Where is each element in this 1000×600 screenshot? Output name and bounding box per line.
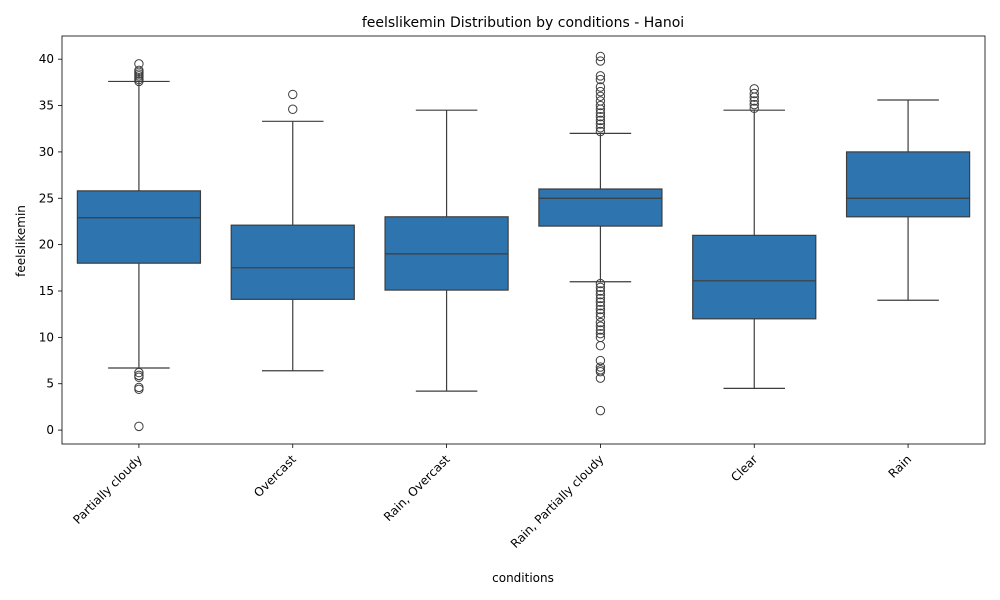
outlier-point [134, 384, 144, 394]
y-axis: 0 5 10 15 20 25 30 35 40 [39, 52, 62, 437]
box-group-2 [384, 109, 509, 392]
box-iqr [692, 234, 817, 320]
outlier-point [749, 88, 759, 99]
outlier-point [134, 59, 144, 69]
outlier-point [595, 119, 606, 129]
outlier-point [595, 362, 606, 372]
box-iqr [845, 151, 971, 218]
outlier-point [595, 278, 606, 289]
x-tick-label: Rain, Overcast [381, 452, 453, 524]
outlier-point [595, 373, 606, 383]
outlier-point [595, 82, 606, 92]
outlier-point [595, 100, 606, 111]
outlier-point [595, 308, 606, 318]
x-tick-label: Rain, Partially cloudy [508, 452, 607, 551]
box-iqr [76, 190, 202, 264]
box-group-1 [230, 89, 355, 372]
outlier-point [595, 290, 606, 300]
outlier-point [749, 99, 759, 110]
y-tick-label: 0 [46, 423, 54, 437]
outlier-point [595, 115, 606, 126]
y-tick-label: 20 [39, 238, 54, 252]
outlier-point [595, 405, 606, 416]
box-group-3 [538, 51, 663, 416]
outlier-point [595, 355, 606, 366]
outlier-point [134, 382, 144, 393]
plot-frame [61, 35, 986, 445]
box-iqr [230, 224, 355, 300]
outlier-point [595, 56, 606, 66]
x-tick-label: Clear [728, 452, 760, 484]
plot-area [76, 51, 971, 432]
outlier-point [595, 282, 606, 292]
y-tick-label: 10 [39, 330, 54, 344]
outlier-point [134, 421, 144, 432]
outlier-point [749, 103, 759, 114]
x-axis: Partially cloudy Overcast Rain, Overcast Ra… [70, 444, 914, 551]
outlier-point [595, 366, 606, 377]
outlier-point [288, 89, 298, 100]
outlier-point [595, 301, 606, 311]
y-tick-label: 40 [39, 52, 54, 66]
outlier-point [595, 91, 606, 101]
y-tick-label: 25 [39, 191, 54, 205]
outlier-point [595, 74, 606, 85]
chart-title: feelslikemin Distribution by conditions … [362, 15, 684, 31]
outlier-point [595, 71, 606, 81]
outlier-point [595, 111, 606, 122]
y-tick-label: 35 [39, 99, 54, 113]
x-tick-label: Partially cloudy [70, 452, 145, 527]
outlier-point [595, 297, 606, 307]
outlier-point [749, 84, 759, 94]
outlier-point [595, 325, 606, 335]
outlier-point [595, 317, 606, 328]
outlier-point [595, 293, 606, 304]
outlier-point [595, 96, 606, 106]
box-iqr [538, 188, 663, 227]
y-axis-label: feelslikemin [14, 205, 28, 277]
outlier-point [595, 51, 606, 62]
outlier-point [595, 328, 606, 339]
outlier-point [595, 312, 606, 322]
y-tick-label: 30 [39, 145, 54, 159]
outlier-point [134, 372, 144, 382]
outlier-point [595, 304, 606, 315]
outlier-point [134, 65, 144, 76]
outlier-point [595, 108, 606, 118]
y-tick-label: 15 [39, 284, 54, 298]
box-group-4 [692, 84, 817, 389]
outlier-point [595, 86, 606, 97]
outlier-point [288, 104, 298, 114]
y-tick-label: 5 [46, 377, 54, 391]
box-group-0 [76, 59, 202, 432]
outlier-point [595, 341, 606, 351]
x-tick-label: Rain [886, 452, 915, 481]
outlier-point [595, 126, 606, 137]
outlier-point [595, 321, 606, 331]
outlier-point [595, 286, 606, 296]
box-group-5 [845, 99, 971, 301]
x-axis-label: conditions [492, 571, 554, 585]
outlier-point [595, 123, 606, 133]
x-tick-label: Overcast [251, 452, 299, 500]
outlier-point [134, 367, 144, 378]
outlier-point [749, 96, 759, 106]
